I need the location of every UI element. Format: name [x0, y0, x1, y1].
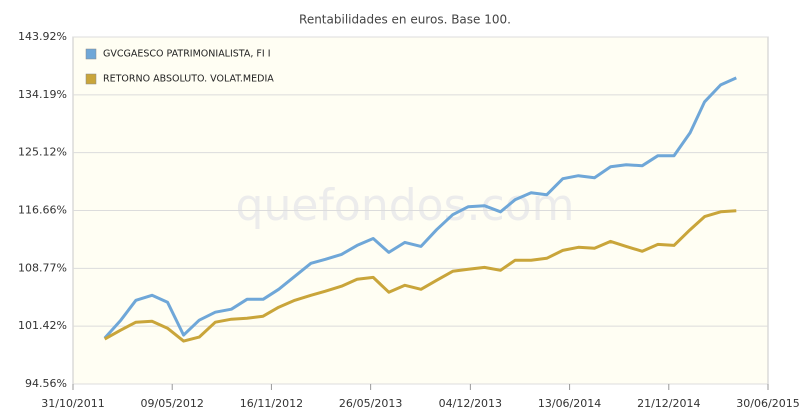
- x-tick-label: 13/06/2014: [538, 397, 601, 410]
- x-tick-label: 09/05/2012: [141, 397, 204, 410]
- x-tick-label: 04/12/2013: [439, 397, 502, 410]
- y-tick-label: 116.66%: [18, 203, 67, 216]
- series-line: [103, 76, 737, 340]
- legend-label: RETORNO ABSOLUTO. VOLAT.MEDIA: [103, 74, 274, 85]
- chart-title: Rentabilidades en euros. Base 100.: [299, 13, 511, 27]
- y-tick-label: 134.19%: [18, 88, 67, 101]
- x-tick-label: 30/06/2015: [736, 397, 799, 410]
- y-tick-label: 125.12%: [18, 146, 67, 159]
- x-tick-label: 21/12/2014: [637, 397, 700, 410]
- y-tick-label: 94.56%: [25, 377, 67, 390]
- x-tick-label: 26/05/2013: [339, 397, 402, 410]
- y-tick-label: 143.92%: [18, 30, 67, 43]
- y-tick-label: 101.42%: [18, 319, 67, 332]
- x-tick-label: 16/11/2012: [240, 397, 303, 410]
- legend-swatch: [85, 73, 97, 85]
- watermark: quefondos.com: [236, 180, 575, 231]
- legend-label: GVCGAESCO PATRIMONIALISTA, FI I: [103, 49, 271, 60]
- series-line: [103, 209, 737, 343]
- legend-swatch: [85, 48, 97, 60]
- y-tick-label: 108.77%: [18, 261, 67, 274]
- x-tick-label: 31/10/2011: [41, 397, 104, 410]
